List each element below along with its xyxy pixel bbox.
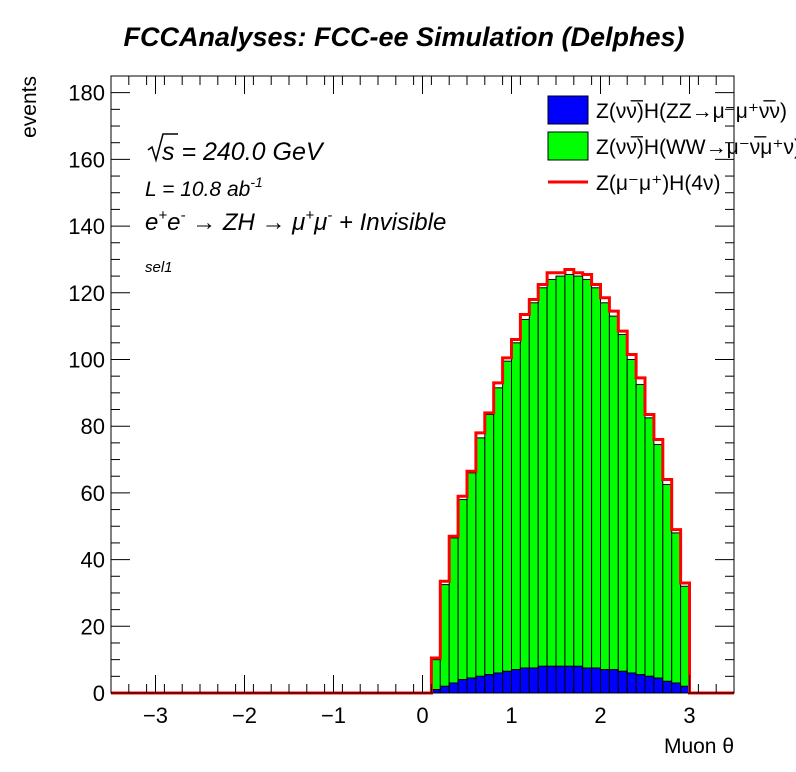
bar-zz-bin-2 bbox=[448, 682, 459, 694]
luminosity-exponent: -1 bbox=[250, 174, 262, 190]
bar-zz-bin-13 bbox=[546, 665, 557, 694]
bar-ww-bin-20 bbox=[608, 315, 619, 671]
svg-text:L = 10.8 ab-1: L = 10.8 ab-1 bbox=[145, 174, 263, 201]
bar-zz-bin-17 bbox=[582, 667, 593, 694]
bar-zz-bin-3 bbox=[457, 679, 468, 694]
bar-ww-bin-15 bbox=[564, 273, 575, 667]
y-tick-label: 60 bbox=[81, 481, 105, 506]
bar-ww-bin-21 bbox=[617, 333, 628, 672]
bar-zz-bin-25 bbox=[653, 677, 664, 694]
svg-text:s = 240.0 GeV: s = 240.0 GeV bbox=[162, 138, 325, 166]
luminosity-value: 10.8 bbox=[180, 178, 221, 201]
histogram-bars bbox=[430, 273, 690, 694]
sqrt-s-value: 240.0 GeV bbox=[202, 138, 325, 166]
legend-swatch-ww bbox=[547, 131, 589, 161]
bar-zz-bin-19 bbox=[600, 669, 610, 694]
bar-ww-bin-16 bbox=[573, 275, 584, 667]
sqrt-s-variable: s bbox=[162, 138, 175, 166]
legend: Z(νν̅)H(ZZ→μ⁻μ⁺ν̅ν) Z(νν̅)H(WW→μ⁻ν̅μ⁺ν) … bbox=[547, 95, 796, 195]
bar-zz-bin-14 bbox=[555, 665, 566, 694]
bar-ww-bin-11 bbox=[528, 302, 539, 669]
bar-zz-bin-16 bbox=[573, 665, 584, 694]
x-axis-label: Muon θ bbox=[664, 735, 734, 758]
x-tick-label: 0 bbox=[416, 703, 428, 728]
bar-zz-bin-18 bbox=[591, 667, 601, 694]
x-tick-label: −1 bbox=[321, 703, 346, 728]
bar-zz-bin-23 bbox=[635, 674, 646, 694]
annotation-sqrt-s: s = 240.0 GeV bbox=[147, 133, 325, 166]
bar-zz-bin-6 bbox=[484, 674, 495, 694]
sqrt-symbol bbox=[147, 133, 178, 163]
x-tick-label: −2 bbox=[232, 703, 257, 728]
y-tick-label: 180 bbox=[68, 81, 105, 106]
bar-ww-bin-18 bbox=[591, 287, 601, 669]
x-tick-label: 1 bbox=[505, 703, 517, 728]
legend-label-ww: Z(νν̅)H(WW→μ⁻ν̅μ⁺ν) bbox=[596, 136, 796, 159]
bar-ww-bin-5 bbox=[475, 437, 486, 677]
bar-zz-bin-9 bbox=[511, 669, 521, 694]
svg-text:e+e- → ZH → μ+μ- + Invisible: e+e- → ZH → μ+μ- + Invisible bbox=[145, 207, 446, 236]
y-tick-label: 160 bbox=[68, 147, 105, 172]
bar-ww-bin-19 bbox=[600, 302, 610, 671]
y-tick-label: 0 bbox=[93, 681, 105, 706]
bar-ww-bin-4 bbox=[466, 472, 477, 679]
bar-ww-bin-7 bbox=[493, 387, 504, 674]
y-tick-label: 120 bbox=[68, 281, 105, 306]
axes: −3 −2 −1 0 1 2 3 0 20 40 60 80 100 120 140 160 180 bbox=[68, 75, 735, 728]
x-tick-label: 2 bbox=[594, 703, 606, 728]
bar-ww-bin-22 bbox=[626, 358, 637, 674]
legend-label-zz: Z(νν̅)H(ZZ→μ⁻μ⁺ν̅ν) bbox=[596, 100, 787, 123]
y-axis-label: events bbox=[18, 76, 41, 138]
bar-zz-bin-21 bbox=[617, 670, 628, 694]
bar-ww-bin-17 bbox=[582, 278, 593, 669]
bar-zz-bin-22 bbox=[626, 672, 637, 694]
bar-ww-bin-13 bbox=[546, 278, 557, 667]
bar-zz-bin-1 bbox=[439, 685, 450, 694]
bar-zz-bin-12 bbox=[537, 665, 548, 694]
y-tick-label: 80 bbox=[81, 414, 105, 439]
legend-label-mumu: Z(μ⁻μ⁺)H(4ν) bbox=[596, 172, 721, 195]
bar-zz-bin-8 bbox=[502, 670, 513, 694]
bar-ww-bin-10 bbox=[519, 318, 530, 669]
bar-zz-bin-20 bbox=[608, 669, 619, 694]
bar-zz-bin-11 bbox=[528, 667, 539, 694]
bar-zz-bin-5 bbox=[475, 675, 486, 694]
luminosity-unit: ab bbox=[227, 178, 251, 201]
bar-ww-bin-8 bbox=[502, 360, 513, 672]
y-tick-label: 100 bbox=[68, 347, 105, 372]
legend-swatch-zz bbox=[547, 95, 589, 125]
process-invisible: + Invisible bbox=[339, 209, 446, 236]
bar-ww-bin-12 bbox=[537, 287, 548, 667]
total-stack-outline bbox=[111, 267, 734, 695]
bar-ww-bin-23 bbox=[635, 384, 646, 676]
bar-ww-bin-6 bbox=[484, 414, 495, 676]
bar-zz-bin-4 bbox=[466, 677, 477, 694]
x-tick-label: 3 bbox=[683, 703, 695, 728]
bar-ww-bin-24 bbox=[644, 417, 655, 677]
bar-zz-bin-27 bbox=[671, 682, 682, 694]
x-tick-label: −3 bbox=[143, 703, 168, 728]
y-tick-label: 20 bbox=[81, 614, 105, 639]
bar-ww-bin-14 bbox=[555, 275, 566, 667]
annotation-luminosity: L = 10.8 ab-1 bbox=[145, 174, 263, 201]
bar-zz-bin-7 bbox=[493, 672, 504, 694]
y-tick-label: 140 bbox=[68, 214, 105, 239]
bar-zz-bin-10 bbox=[519, 667, 530, 694]
process-electron: e bbox=[145, 209, 158, 236]
bar-zz-bin-26 bbox=[662, 680, 673, 694]
annotation-process: e+e- → ZH → μ+μ- + Invisible bbox=[145, 207, 446, 236]
process-zh: ZH bbox=[222, 209, 256, 236]
bar-zz-bin-24 bbox=[644, 675, 655, 694]
selection-label: sel1 bbox=[145, 259, 173, 276]
bar-ww-bin-9 bbox=[511, 342, 521, 671]
bar-zz-bin-15 bbox=[564, 665, 575, 694]
chart-title: FCCAnalyses: FCC-ee Simulation (Delphes) bbox=[123, 22, 684, 52]
y-tick-label: 40 bbox=[81, 548, 105, 573]
